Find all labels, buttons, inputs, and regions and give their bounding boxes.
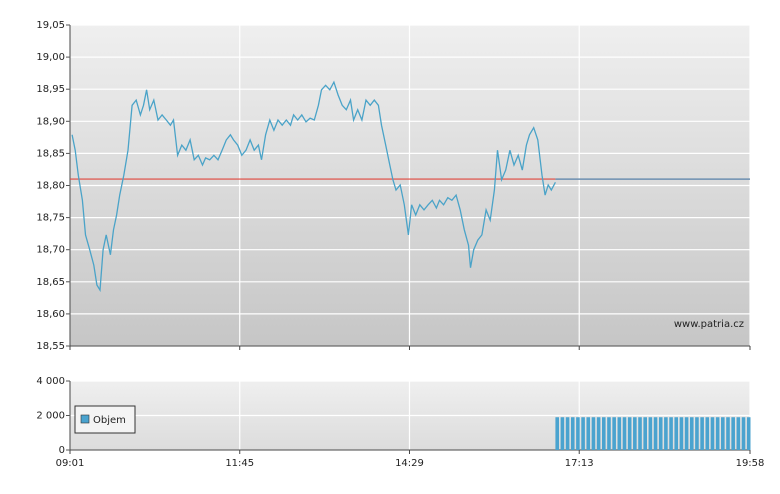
volume-bar [555,417,560,450]
y-tick-label: 18,95 [36,84,65,95]
volume-bar [586,417,591,450]
y-tick-label: 19,00 [36,52,65,63]
y-tick-label: 18,70 [36,245,65,256]
x-tick-label: 14:29 [395,458,424,469]
x-tick-label: 17:13 [565,458,594,469]
volume-bar [689,417,694,450]
volume-bar [715,417,720,450]
y-tick-label: 18,75 [36,213,65,224]
volume-bar [638,417,642,450]
volume-bar [612,417,616,450]
volume-bar [679,417,684,450]
volume-bar [669,417,673,450]
volume-bar [705,417,710,450]
y-tick-label: 18,60 [36,309,65,320]
x-tick-label: 11:45 [225,458,254,469]
x-tick-label: 09:01 [56,458,85,469]
volume-bar [565,417,570,450]
volume-bar [601,417,606,450]
watermark: www.patria.cz [674,319,744,330]
volume-bar [700,417,704,450]
volume-bar [633,417,637,450]
volume-bar [741,417,746,450]
volume-bar [570,417,575,450]
volume-bar [596,417,601,450]
x-tick-label: 19:58 [736,458,765,469]
y-tick-label: 0 [59,445,65,456]
volume-bar [622,417,627,450]
volume-bar [591,417,596,450]
y-tick-label: 2 000 [36,411,65,422]
legend-label: Objem [93,415,126,426]
volume-bar [576,417,580,450]
volume-bar [710,417,715,450]
volume-bar [726,417,730,450]
volume-bar [617,417,622,450]
volume-bar [721,417,725,450]
legend-swatch [80,414,90,424]
volume-bar [674,417,679,450]
volume-bar [664,417,668,450]
volume-bar [746,417,751,450]
volume-bar [658,417,663,450]
volume-bar [581,417,585,450]
volume-bar [736,417,741,450]
y-tick-label: 19,05 [36,20,65,31]
volume-bar [684,417,689,450]
volume-bar [627,417,632,450]
y-tick-label: 18,80 [36,181,65,192]
volume-bar [731,417,735,450]
volume-bar [648,417,653,450]
volume-bar [643,417,647,450]
volume-bar [653,417,658,450]
volume-bar [695,417,699,450]
y-tick-label: 18,85 [36,148,65,159]
y-tick-label: 18,90 [36,116,65,127]
price-line [71,80,556,293]
y-tick-label: 4 000 [36,376,65,387]
volume-bar [560,417,565,450]
volume-bar [607,417,611,450]
y-tick-label: 18,55 [36,341,65,352]
y-tick-label: 18,65 [36,277,65,288]
